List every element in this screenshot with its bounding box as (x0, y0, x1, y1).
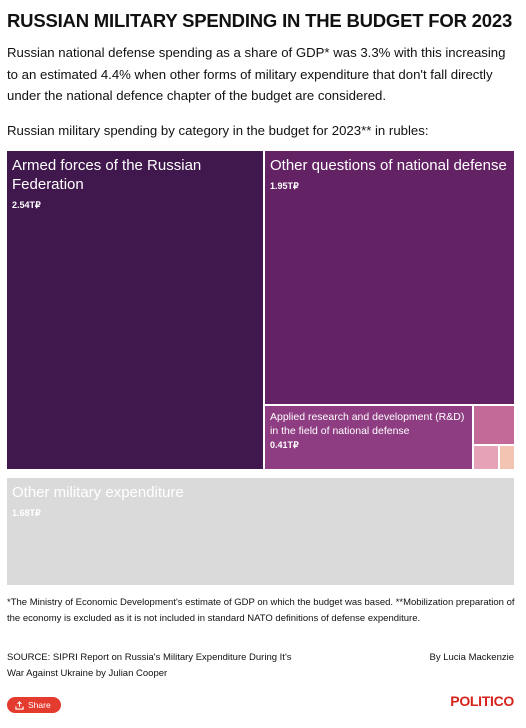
treemap-tile-other-expenditure: Other military expenditure 1.68T₽ (7, 478, 514, 585)
share-label: Share (28, 700, 51, 710)
tile-value: 0.41T₽ (270, 440, 299, 450)
treemap-tile-other-questions: Other questions of national defense 1.95T… (265, 151, 514, 404)
tile-label: Armed forces of the Russian Federation 2.… (12, 156, 259, 215)
chart-subheading: Russian military spending by category in… (7, 123, 429, 138)
tile-value: 1.95T₽ (270, 181, 299, 191)
share-button[interactable]: Share (7, 697, 61, 713)
share-icon (15, 700, 24, 710)
treemap-tile-applied-research: Applied research and development (R&D) i… (265, 406, 472, 469)
tile-label: Other military expenditure 1.68T₽ (12, 483, 510, 523)
treemap-tile-armed-forces: Armed forces of the Russian Federation 2.… (7, 151, 263, 469)
treemap-tile-small-2 (474, 446, 498, 469)
tile-value: 2.54T₽ (12, 200, 41, 210)
treemap-tile-small-3 (500, 446, 514, 469)
source-note: SOURCE: SIPRI Report on Russia's Militar… (7, 652, 292, 679)
treemap-tile-small-1 (474, 406, 514, 444)
tile-name: Other military expenditure (12, 484, 184, 501)
tile-name: Other questions of national defense (270, 157, 507, 174)
tile-label: Other questions of national defense 1.95T… (270, 156, 510, 196)
tile-label: Applied research and development (R&D) i… (270, 410, 468, 452)
tile-name: Armed forces of the Russian Federation (12, 157, 202, 193)
byline: By Lucia Mackenzie (429, 652, 514, 663)
footnote: *The Ministry of Economic Development's … (7, 597, 515, 624)
tile-name: Applied research and development (R&D) i… (270, 411, 465, 437)
chart-title: RUSSIAN MILITARY SPENDING IN THE BUDGET … (7, 10, 513, 31)
chart-description: Russian national defense spending as a s… (7, 45, 506, 103)
tile-value: 1.68T₽ (12, 508, 41, 518)
politico-logo: POLITICO (450, 693, 514, 709)
